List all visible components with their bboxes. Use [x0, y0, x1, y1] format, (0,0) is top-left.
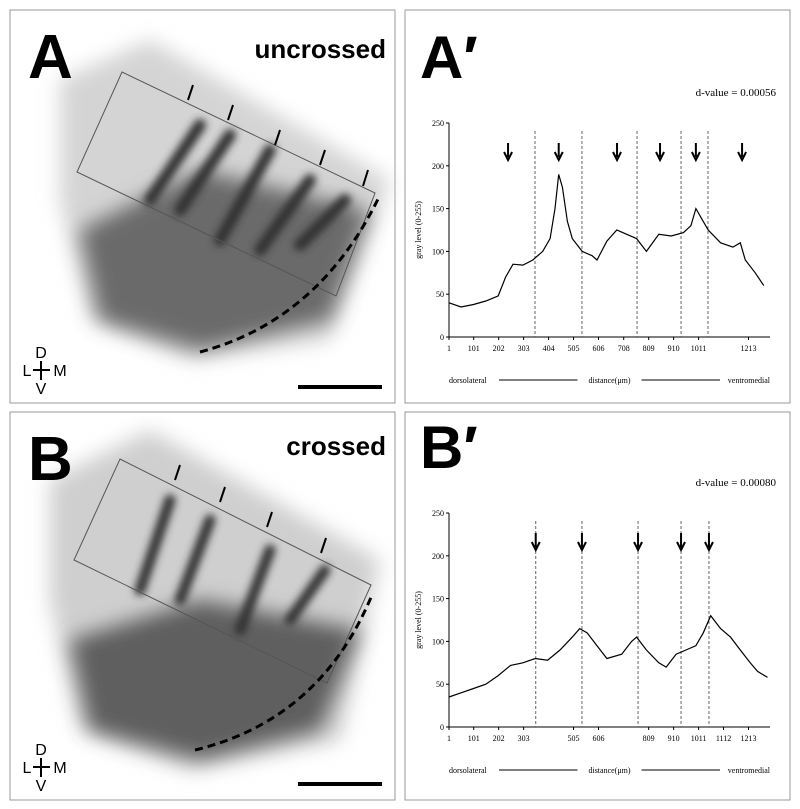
micrograph-b [9, 411, 396, 801]
x-tick-label: 202 [493, 344, 505, 353]
micrograph-a [9, 9, 396, 404]
x-tick-label: 1011 [691, 344, 707, 353]
y-tick-label: 250 [432, 119, 444, 128]
condition-label: uncrossed [255, 34, 387, 64]
x-tick-label: 606 [593, 344, 605, 353]
x-tick-label: 303 [518, 734, 530, 743]
compass-l: L [23, 363, 32, 380]
x-axis-label: distance(μm) [588, 766, 630, 775]
arrow [530, 533, 541, 553]
y-tick-label: 250 [432, 509, 444, 518]
x-tick-label: 101 [468, 734, 480, 743]
y-tick-label: 100 [432, 247, 444, 256]
x-start-label: dorsolateral [449, 766, 488, 775]
x-tick-label: 910 [668, 734, 680, 743]
condition-label: crossed [286, 431, 386, 461]
x-tick-label: 809 [643, 344, 655, 353]
y-tick-label: 200 [432, 552, 444, 561]
line-series [448, 614, 768, 698]
arrow [737, 143, 747, 163]
x-tick-label: 303 [518, 344, 530, 353]
y-tick-label: 200 [432, 162, 444, 171]
compass-d: D [35, 742, 47, 759]
annotation: d-value = 0.00056 [696, 87, 777, 99]
x-tick-label: 1 [447, 344, 451, 353]
x-tick-label: 202 [493, 734, 505, 743]
x-axis-label: distance(μm) [588, 376, 630, 385]
arrow [553, 143, 564, 163]
panel-label: B [28, 425, 73, 494]
line-series [448, 174, 765, 308]
x-tick-label: 404 [543, 344, 555, 353]
chart-frame [404, 411, 791, 801]
x-end-label: ventromedial [728, 766, 771, 775]
x-tick-label: 708 [618, 344, 630, 353]
compass-v: V [36, 381, 47, 398]
chart-frame [404, 9, 791, 404]
y-axis-label: gray level (0-255) [414, 201, 423, 259]
x-tick-label: 1213 [741, 734, 757, 743]
y-tick-label: 0 [440, 723, 444, 732]
x-start-label: dorsolateral [449, 376, 488, 385]
compass-v: V [36, 778, 47, 795]
x-tick-label: 1213 [741, 344, 757, 353]
x-tick-label: 606 [593, 734, 605, 743]
annotation: d-value = 0.00080 [696, 477, 777, 489]
y-tick-label: 50 [436, 680, 444, 689]
y-axis-label: gray level (0-255) [414, 591, 423, 649]
x-tick-label: 505 [568, 734, 580, 743]
x-tick-label: 1011 [691, 734, 707, 743]
x-tick-label: 101 [468, 344, 480, 353]
compass-l: L [23, 760, 32, 777]
arrow [612, 143, 622, 163]
y-tick-label: 50 [436, 290, 444, 299]
compass-a: D L M V [23, 345, 67, 398]
panel-label: A′ [420, 24, 478, 91]
y-tick-label: 150 [432, 595, 444, 604]
panel-label: B′ [420, 414, 478, 481]
compass-m: M [53, 760, 66, 777]
x-end-label: ventromedial [728, 376, 771, 385]
arrow [676, 533, 686, 553]
arrow [577, 533, 587, 553]
x-tick-label: 1 [447, 734, 451, 743]
y-tick-label: 100 [432, 637, 444, 646]
x-tick-label: 910 [668, 344, 680, 353]
x-tick-label: 1112 [716, 734, 731, 743]
arrow [655, 143, 665, 163]
compass-m: M [53, 363, 66, 380]
y-tick-label: 150 [432, 205, 444, 214]
compass-b: D L M V [23, 742, 67, 795]
arrow [704, 533, 714, 553]
x-tick-label: 809 [643, 734, 655, 743]
y-tick-label: 0 [440, 333, 444, 342]
arrow [503, 143, 513, 163]
x-tick-label: 505 [568, 344, 580, 353]
arrow [633, 533, 643, 553]
arrow [690, 143, 701, 163]
micrograph-arrows [174, 84, 369, 554]
compass-d: D [35, 345, 47, 362]
panel-label: A [28, 23, 73, 92]
